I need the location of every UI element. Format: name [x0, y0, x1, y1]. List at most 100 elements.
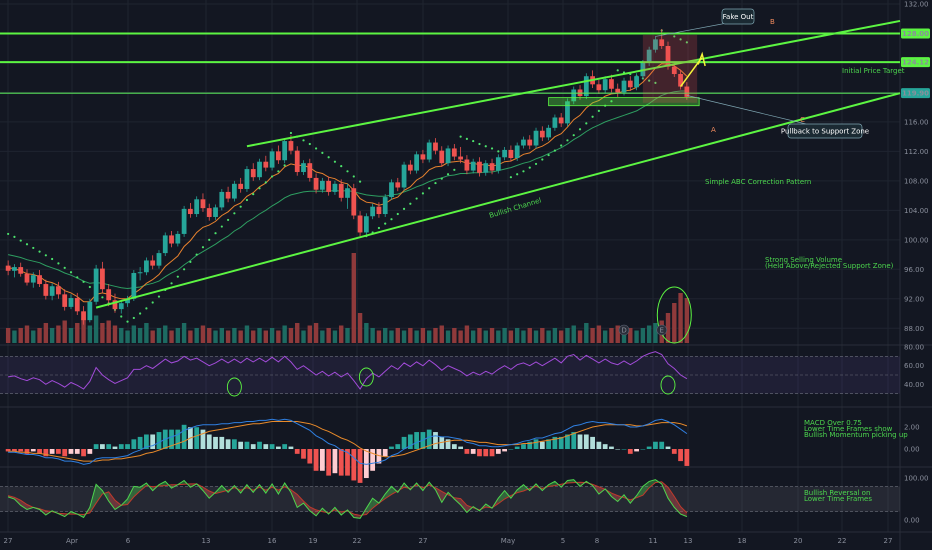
candle-body	[420, 154, 426, 160]
stoch-fill	[668, 487, 675, 508]
time-tick-label: 5	[561, 537, 565, 545]
macd-histogram-bar	[407, 434, 413, 449]
candle	[653, 36, 658, 53]
candle-body	[495, 157, 501, 171]
candle-body	[653, 39, 658, 50]
ema-fast-line	[8, 63, 688, 303]
volume-bar	[684, 298, 690, 343]
candle-body	[684, 86, 690, 97]
candle	[144, 257, 149, 276]
candle-body	[169, 235, 174, 244]
volume-bar	[646, 325, 652, 343]
initial-target-label: Initial Price Target	[842, 67, 905, 75]
stoch-fill	[680, 506, 687, 517]
psar-dot	[340, 165, 343, 168]
candle-body	[678, 74, 683, 87]
psar-dot	[264, 181, 267, 184]
volume-bar	[307, 325, 312, 343]
macd-histogram-bar	[489, 449, 495, 457]
psar-dot	[283, 164, 286, 167]
price-tick-label: 112.00	[904, 148, 929, 156]
volume-bar	[263, 330, 269, 343]
price-tick-label: 88.00	[904, 325, 924, 333]
price-tick-label: 100.00	[904, 236, 929, 244]
volume-bar	[351, 253, 356, 343]
macd-histogram-bar	[74, 449, 80, 454]
candle-body	[294, 150, 300, 173]
macd-histogram-bar	[445, 439, 451, 449]
macd-histogram-bar	[150, 434, 156, 449]
macd-histogram-bar	[401, 436, 407, 449]
volume-bar	[590, 328, 595, 343]
target-arrow-head	[697, 51, 706, 67]
macd-histogram-bar	[653, 441, 658, 449]
candle-body	[464, 159, 470, 171]
stoch-fill	[127, 486, 134, 505]
psar-dot	[145, 307, 148, 310]
candle-body	[514, 145, 520, 159]
macd-histogram-bar	[131, 439, 137, 449]
candle-body	[313, 177, 319, 190]
volume-bar	[477, 328, 482, 343]
volume-bar	[502, 328, 507, 343]
candle-body	[395, 182, 401, 188]
candle	[634, 73, 639, 91]
candle	[514, 142, 520, 161]
candle-body	[62, 294, 68, 307]
macd-histogram-bar	[395, 444, 401, 449]
psar-dot	[132, 316, 135, 320]
volume-bar	[232, 328, 237, 343]
candle	[250, 163, 256, 181]
volume-bar	[533, 330, 539, 343]
macd-histogram-bar	[313, 449, 319, 471]
time-tick-label: 22	[353, 537, 362, 545]
candle	[558, 113, 564, 128]
candle	[609, 74, 614, 93]
volume-bar	[615, 325, 620, 343]
volume-bar	[43, 323, 49, 343]
candle	[244, 166, 250, 192]
candle	[81, 306, 86, 325]
macd-histogram-bar	[426, 429, 432, 449]
macd-histogram-bar	[640, 449, 646, 450]
candle	[194, 196, 200, 217]
candle-body	[43, 284, 49, 296]
volume-bar	[565, 328, 570, 343]
volume-bar	[665, 313, 671, 343]
candle-body	[5, 265, 11, 271]
time-tick-label: 27	[884, 537, 893, 545]
psar-dot	[333, 160, 337, 163]
macd-histogram-bar	[156, 432, 162, 449]
candle	[181, 205, 187, 237]
candle	[125, 295, 130, 307]
volume-bar	[470, 330, 476, 343]
wave-b-label: B	[770, 18, 775, 26]
volume-bars	[5, 253, 690, 343]
rsi-highlight-circle	[660, 375, 676, 395]
candle	[68, 294, 74, 310]
volume-bar	[320, 330, 325, 343]
volume-bar	[68, 328, 74, 343]
candle	[357, 211, 363, 237]
volume-bar	[571, 325, 576, 343]
psar-dot	[673, 35, 676, 38]
candle	[426, 139, 432, 163]
channel-upper	[246, 19, 901, 148]
macd-histogram-bar	[389, 446, 394, 449]
volume-bar	[521, 330, 526, 343]
psar-dot	[572, 134, 575, 137]
psar-dot	[434, 181, 437, 185]
candle-body	[275, 151, 281, 161]
psar-dot	[547, 153, 550, 157]
candle-body	[357, 215, 363, 233]
candle	[483, 160, 489, 176]
candle	[131, 270, 137, 301]
stoch-fill	[202, 487, 210, 499]
macd-histogram-bar	[244, 441, 250, 449]
macd-histogram-bar	[194, 427, 200, 449]
volume-bar	[653, 323, 658, 343]
price-tick-label: 132.00	[904, 1, 929, 9]
psar-dot	[440, 177, 443, 180]
candle-body	[112, 300, 118, 310]
